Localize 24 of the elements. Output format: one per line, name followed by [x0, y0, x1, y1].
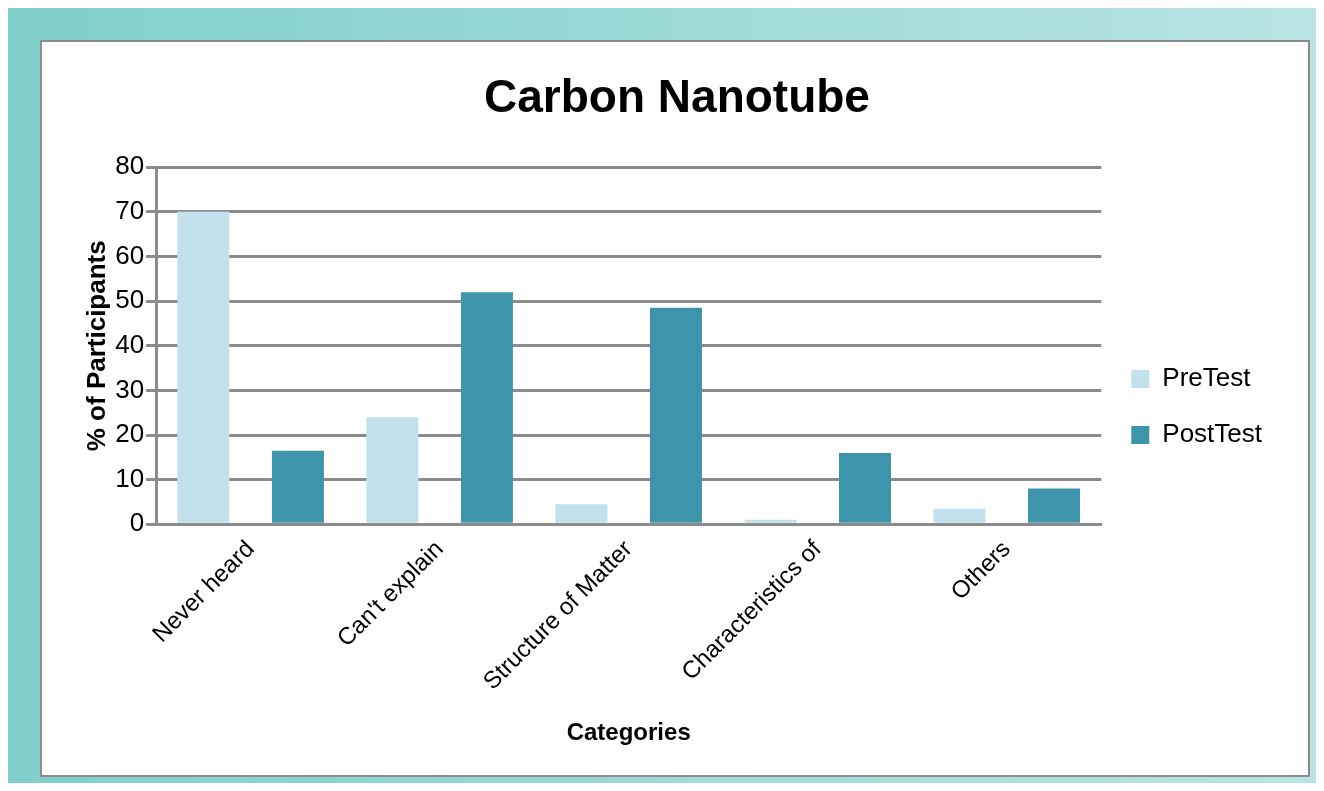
y-tick-label: 60: [115, 239, 145, 270]
bar: [839, 452, 891, 523]
y-tick-label: 0: [129, 507, 145, 538]
bar: [366, 417, 419, 523]
y-tick-label: 20: [115, 418, 145, 449]
bar: [177, 211, 230, 523]
bar: [744, 519, 797, 523]
bar: [555, 504, 608, 523]
y-tick-label: 40: [115, 328, 145, 359]
chart-title: Carbon Nanotube: [484, 70, 870, 123]
bar: [271, 450, 324, 523]
y-axis-title: % of Participants: [80, 240, 111, 452]
bar: [460, 292, 513, 523]
y-tick-label: 30: [115, 373, 145, 404]
bar: [1028, 488, 1081, 523]
legend-label: PostTest: [1162, 418, 1263, 449]
y-tick-label: 80: [115, 150, 145, 181]
y-tick-label: 50: [115, 284, 145, 315]
y-tick-label: 70: [115, 195, 145, 226]
bar: [933, 508, 986, 523]
legend-label: PreTest: [1162, 362, 1252, 393]
y-tick-label: 10: [115, 462, 145, 493]
bar: [649, 307, 702, 523]
x-axis-title: Categories: [566, 718, 691, 746]
